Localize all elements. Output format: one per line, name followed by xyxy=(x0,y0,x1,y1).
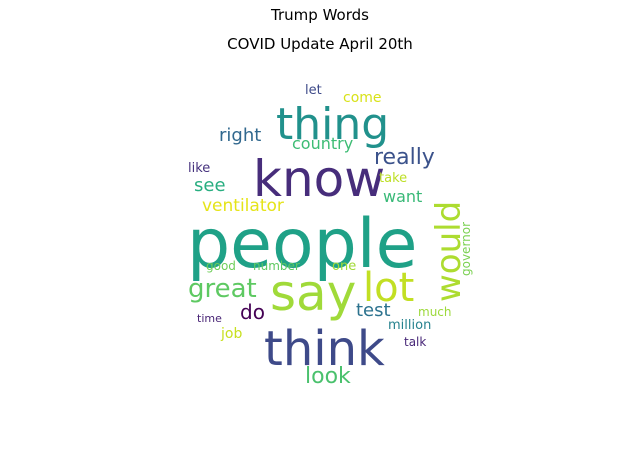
word-come: come xyxy=(343,90,382,106)
word-talk: talk xyxy=(404,335,427,349)
word-see: see xyxy=(194,175,226,196)
word-let: let xyxy=(305,83,322,98)
word-thing: thing xyxy=(276,99,390,150)
word-ventilator: ventilator xyxy=(202,196,284,216)
word-governor: governor xyxy=(459,221,473,276)
word-people: people xyxy=(187,205,418,284)
word-lot: lot xyxy=(363,265,415,311)
word-great: great xyxy=(188,274,257,304)
word-right: right xyxy=(219,125,262,146)
word-one: one xyxy=(332,259,357,274)
word-look: look xyxy=(305,364,351,389)
figure-title: COVID Update April 20th xyxy=(227,35,413,53)
word-job: job xyxy=(221,326,243,342)
word-know: know xyxy=(253,150,386,208)
word-really: really xyxy=(374,145,435,170)
word-million: million xyxy=(388,318,432,333)
figure-suptitle: Trump Words xyxy=(271,6,369,24)
word-want: want xyxy=(383,187,423,206)
word-like: like xyxy=(188,161,211,176)
word-test: test xyxy=(356,300,391,321)
word-good: good xyxy=(206,259,236,273)
word-say: say xyxy=(270,264,357,322)
word-take: take xyxy=(379,171,408,186)
word-do: do xyxy=(240,300,265,324)
word-think: think xyxy=(264,321,385,377)
word-country: country xyxy=(292,134,354,153)
word-much: much xyxy=(418,305,452,319)
word-number: number xyxy=(253,259,300,273)
word-time: time xyxy=(197,312,222,325)
